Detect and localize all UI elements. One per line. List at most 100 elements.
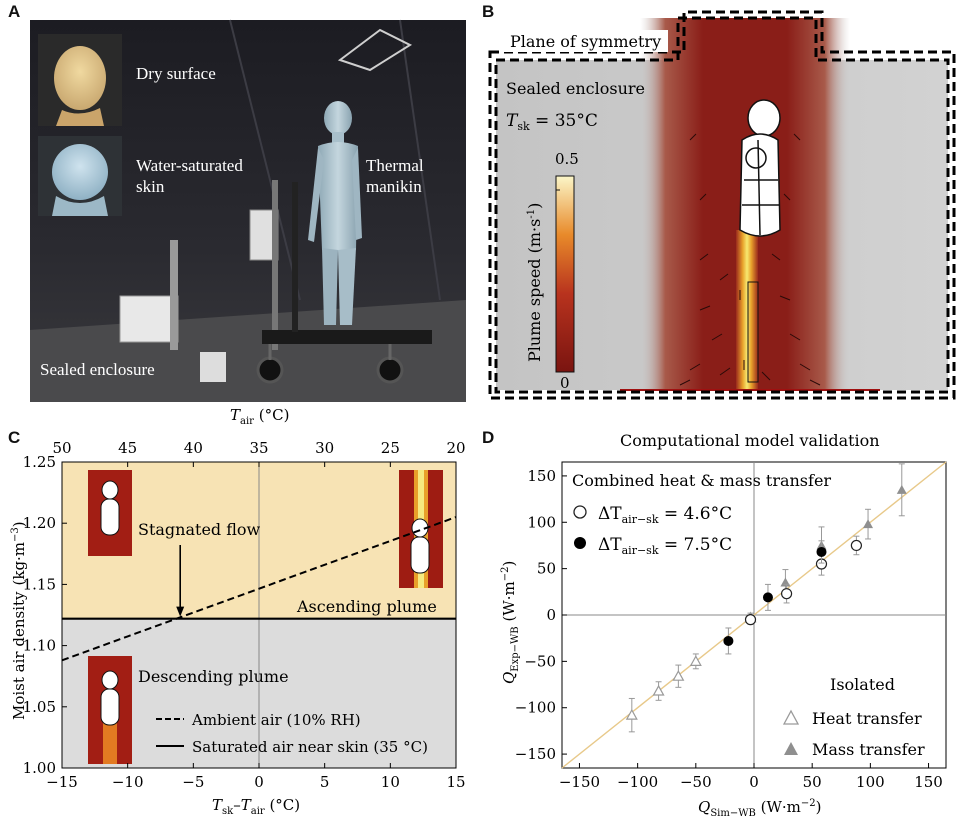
point-open-circle — [850, 539, 863, 552]
label-thermal-line1: Thermal — [366, 156, 424, 175]
c-xtick-label: 15 — [446, 773, 465, 791]
point-open-triangle — [689, 655, 702, 666]
colorbar-min-label: 0 — [560, 374, 570, 392]
d-ytick-label: 150 — [527, 467, 556, 485]
c-xtick-label: 0 — [254, 773, 264, 791]
c-toptick-label: 50 — [52, 439, 71, 457]
c-ylabel: Moist air density(kg·m−3) — [10, 521, 28, 720]
top-axis-label: Tair (°C) — [230, 406, 289, 427]
point-filled-triangle — [896, 484, 907, 494]
label-thermal-line2: manikin — [366, 177, 422, 196]
manikin-outline-icon — [739, 99, 781, 237]
panel-letter-b: B — [482, 2, 495, 21]
bottom-axis-label: Tsk–Tair (°C) — [212, 796, 300, 817]
enclosure-boundary-inner — [494, 16, 950, 394]
c-ytick-label: 1.10 — [23, 637, 56, 655]
c-xtick-label: −15 — [46, 773, 78, 791]
point-open-triangle — [672, 669, 685, 681]
legend-filled-circle-icon — [574, 537, 586, 549]
label-water-saturated-line1: Water-saturated — [136, 156, 243, 175]
isolated-mass-label: Mass transfer — [812, 740, 925, 759]
c-toptick-label: 40 — [184, 439, 203, 457]
point-open-circle — [744, 614, 757, 626]
legend-solid-label: Saturated air near skin (35 °C) — [192, 738, 428, 756]
c-ytick-label: 1.20 — [23, 514, 56, 532]
inset-descending — [88, 656, 132, 764]
point-open-triangle — [652, 684, 665, 696]
point-open-triangle — [625, 708, 638, 720]
c-toptick-label: 30 — [315, 439, 334, 457]
velocity-arrows — [679, 133, 821, 386]
colorbar-max-label: 0.5 — [555, 150, 579, 168]
descending-plume-label: Descending plume — [138, 667, 289, 686]
d-ytick-label: 0 — [546, 606, 556, 624]
d-ytick-label: −50 — [524, 652, 556, 670]
c-ytick-label: 1.15 — [23, 575, 56, 593]
legend-open-circle-icon — [573, 505, 587, 519]
d-ytick-label: 50 — [537, 560, 556, 578]
tsk-label: Tsk = 35°C — [506, 111, 598, 133]
d-ylabel: QExp−WB (W·m−2) — [500, 561, 521, 684]
stagnated-arrowhead — [176, 606, 185, 617]
d-xtick-label: −50 — [680, 773, 712, 791]
colorbar-title: Plume speed (m·s-1) — [525, 203, 544, 362]
point-open-circle — [780, 588, 793, 600]
point-filled-circle — [762, 592, 773, 603]
d-xtick-label: −100 — [617, 773, 658, 791]
equipment-small-box — [200, 352, 226, 382]
point-filled-triangle — [780, 577, 791, 587]
ascending-plume-label: Ascending plume — [296, 597, 437, 616]
c-xtick-label: −5 — [182, 773, 204, 791]
isolated-heat-label: Heat transfer — [812, 709, 922, 728]
legend-combined-title: Combined heat & mass transfer — [572, 471, 831, 490]
panel-letter-a: A — [8, 2, 21, 21]
wet-head-icon — [52, 144, 108, 200]
point-filled-circle — [723, 635, 734, 646]
c-toptick-label: 20 — [446, 439, 465, 457]
c-xtick-label: 10 — [381, 773, 400, 791]
d-xtick-label: 50 — [803, 773, 822, 791]
d-title: Computational model validation — [620, 431, 880, 450]
c-ytick-label: 1.05 — [23, 698, 56, 716]
dry-head-icon — [54, 46, 106, 110]
label-water-saturated-line2: skin — [136, 177, 165, 196]
c-toptick-label: 35 — [249, 439, 268, 457]
c-xtick-label: 5 — [320, 773, 330, 791]
legend-filled-triangle-icon — [784, 742, 798, 755]
c-toptick-label: 25 — [381, 439, 400, 457]
point-filled-triangle — [863, 519, 874, 529]
legend-open-label: ΔTair−sk = 4.6°C — [598, 504, 732, 526]
identity-line — [561, 461, 947, 769]
plume-jet — [736, 230, 758, 390]
legend-dashed-label: Ambient air (10% RH) — [191, 711, 361, 729]
c-ytick-label: 1.00 — [23, 759, 56, 777]
c-ytick-label: 1.25 — [23, 453, 56, 471]
stagnated-flow-label: Stagnated flow — [138, 520, 261, 539]
plane-of-symmetry-label: Plane of symmetry — [510, 32, 661, 51]
enclosure-boundary-outer — [488, 10, 956, 400]
isolated-title: Isolated — [830, 675, 895, 694]
colorbar — [555, 175, 575, 373]
d-ytick-label: 100 — [527, 513, 556, 531]
manikin-cart — [262, 330, 432, 344]
label-dry-surface: Dry surface — [136, 64, 216, 83]
c-toptick-label: 45 — [118, 439, 137, 457]
d-xtick-label: 100 — [856, 773, 885, 791]
panel-letter-c: C — [8, 428, 21, 447]
inset-stagnated — [88, 470, 132, 556]
thermal-manikin-icon — [308, 101, 362, 325]
series-ambient-line — [61, 516, 457, 662]
d-xtick-label: −150 — [559, 773, 600, 791]
d-xtick-label: 0 — [749, 773, 759, 791]
d-ytick-label: −100 — [515, 699, 556, 717]
legend-filled-label: ΔTair−sk = 7.5°C — [598, 535, 732, 557]
d-xlabel: QSim−WB (W·m−2) — [698, 798, 822, 819]
d-ytick-label: −150 — [515, 745, 556, 763]
panel-letter-d: D — [482, 428, 495, 447]
equipment-box — [119, 295, 179, 343]
point-filled-circle — [816, 546, 827, 557]
